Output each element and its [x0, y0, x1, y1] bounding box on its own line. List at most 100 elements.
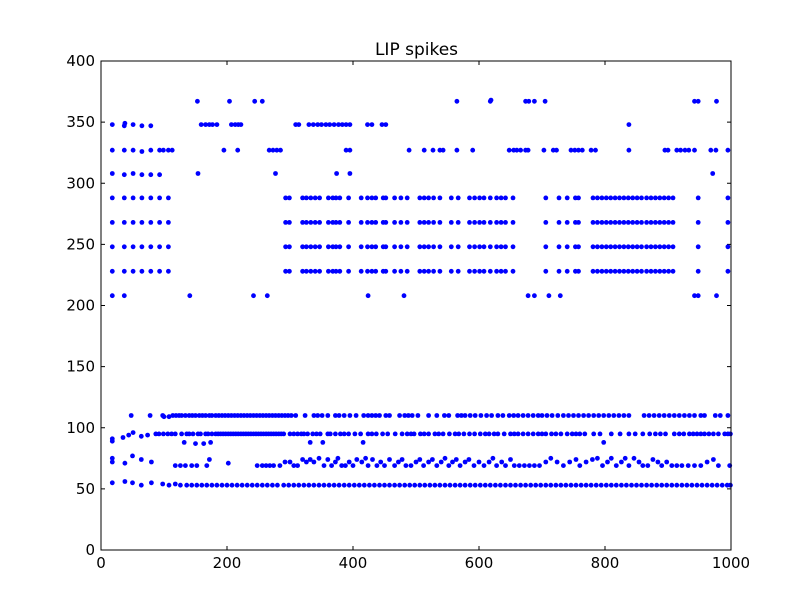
spike-point [437, 244, 443, 250]
spike-point [128, 413, 134, 418]
spike-point [383, 220, 389, 225]
spike-point [624, 482, 629, 488]
spike-markers [109, 97, 733, 488]
spike-point [325, 457, 331, 462]
spike-point [725, 195, 731, 201]
spike-point [664, 459, 670, 465]
spike-point [365, 293, 371, 299]
spike-point [622, 455, 628, 461]
spike-point [661, 268, 667, 274]
spike-point [203, 413, 209, 418]
spike-point [503, 195, 508, 201]
spike-point [311, 482, 317, 488]
spike-point [432, 482, 438, 488]
spike-point [266, 147, 272, 153]
spike-point [383, 413, 389, 418]
spike-point [323, 122, 329, 127]
spike-point [160, 481, 166, 487]
spike-point [650, 457, 656, 462]
spike-point [682, 147, 688, 153]
spike-point [634, 195, 640, 201]
spike-point [421, 431, 427, 437]
spike-point [476, 459, 482, 465]
spike-point [613, 482, 619, 488]
spike-point [472, 413, 478, 418]
spike-point [343, 147, 349, 153]
spike-point [417, 268, 423, 274]
spike-point [467, 195, 472, 201]
spike-point [706, 431, 712, 437]
spike-point [214, 122, 220, 127]
spike-point [329, 463, 334, 468]
spike-point [157, 147, 163, 153]
spike-point [166, 268, 171, 274]
spike-point [373, 268, 379, 274]
spike-point [427, 482, 433, 488]
spike-point [579, 147, 585, 153]
spike-point [590, 220, 596, 225]
spike-point [455, 220, 461, 225]
spike-point [571, 413, 576, 418]
spike-point [295, 431, 300, 437]
spike-point [674, 463, 680, 468]
spike-point [442, 482, 448, 488]
spike-point [481, 268, 487, 274]
spike-point [181, 440, 187, 445]
spike-point [666, 413, 672, 418]
spike-point [630, 268, 636, 274]
spike-point [653, 220, 658, 225]
spike-point [335, 455, 341, 461]
spike-point [466, 457, 472, 462]
spike-point [383, 244, 389, 250]
spike-point [543, 220, 549, 225]
spike-point [365, 220, 370, 225]
spike-point [653, 244, 658, 250]
spike-point [692, 463, 697, 468]
spike-point [603, 244, 609, 250]
spike-point [670, 244, 676, 250]
spike-point [426, 268, 431, 274]
spike-point [148, 244, 154, 250]
spike-point [130, 171, 136, 176]
spike-point [644, 195, 649, 201]
spike-point [229, 122, 234, 127]
spike-point [588, 482, 594, 488]
spike-point [341, 431, 347, 437]
spike-point [608, 268, 614, 274]
spike-point [305, 431, 310, 437]
spike-point [406, 147, 412, 153]
spike-point [373, 431, 379, 437]
spike-point [130, 268, 136, 274]
spike-point [664, 482, 670, 488]
spike-point [498, 268, 504, 274]
spike-point [319, 413, 325, 418]
spike-point [347, 171, 353, 176]
spike-point [481, 220, 487, 225]
spike-point [591, 413, 597, 418]
spike-point [356, 482, 362, 488]
spike-point [225, 460, 231, 466]
spike-point [409, 413, 415, 418]
spike-point [407, 482, 413, 488]
spike-point [275, 482, 280, 488]
spike-point [392, 195, 397, 201]
spike-point [644, 268, 649, 274]
spike-point [626, 463, 632, 468]
spike-point [616, 413, 622, 418]
y-tick-label: 350 [66, 113, 95, 131]
spike-point [516, 463, 522, 468]
spike-point [341, 482, 347, 488]
spike-point [556, 244, 562, 250]
spike-point [201, 441, 207, 446]
spike-point [149, 480, 154, 486]
spike-point [692, 413, 697, 418]
spike-point [365, 195, 370, 201]
spike-point [482, 431, 488, 437]
spike-point [621, 244, 627, 250]
spike-point [568, 482, 574, 488]
spike-point [467, 431, 472, 437]
spike-point [189, 482, 195, 488]
spike-point [138, 433, 144, 439]
spike-point [421, 195, 427, 201]
